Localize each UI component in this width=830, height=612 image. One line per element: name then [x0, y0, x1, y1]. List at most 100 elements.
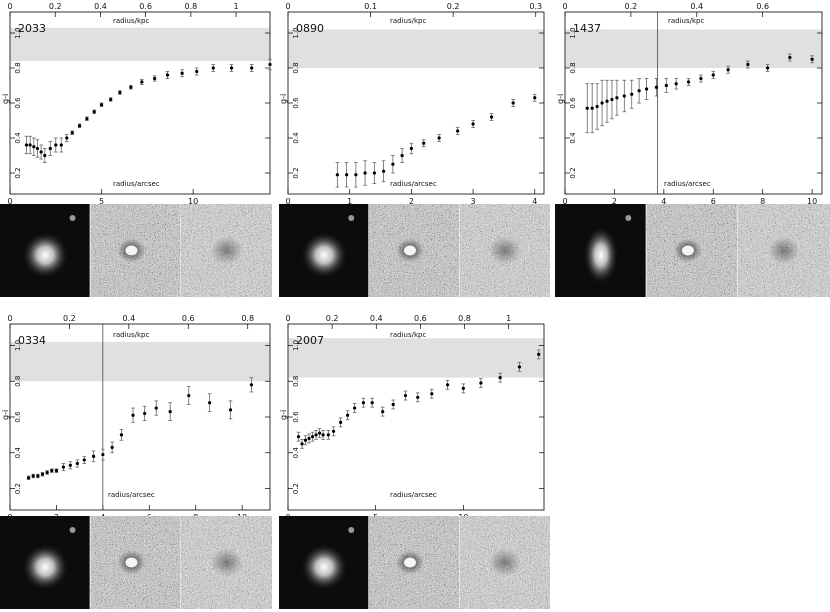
y-tick-label: 1.0 [292, 340, 300, 351]
data-point [92, 110, 96, 114]
x-axis-label: radius/arcsec [664, 180, 711, 188]
x-tick-label: 8 [760, 197, 765, 206]
data-point [65, 136, 69, 140]
data-point [48, 146, 52, 151]
panel-1437: 1437 radius/kpc radius/arcsec g-i 0 2 4 6 8 1… [556, 2, 823, 206]
x-tick-label: 5 [99, 197, 104, 206]
data-point [630, 92, 634, 96]
data-point [68, 463, 72, 467]
data-point [229, 66, 234, 70]
data-point [489, 115, 494, 119]
data-point [637, 89, 641, 93]
data-point [307, 436, 311, 441]
top-x-tick-label: 0.4 [122, 314, 135, 323]
data-point [43, 153, 47, 158]
data-point [143, 411, 147, 416]
data-point [686, 80, 691, 84]
data-point [228, 408, 233, 412]
y-axis-label: g-i [279, 94, 288, 104]
color-map-core [768, 236, 801, 265]
data-point [91, 454, 96, 458]
y-tick-label: 0.2 [569, 167, 577, 178]
data-point [165, 73, 170, 77]
galaxy-blob [300, 543, 349, 592]
residual-bright [681, 245, 694, 256]
top-x-tick-label: 0.6 [756, 2, 769, 11]
top-x-tick-label: 1 [234, 2, 239, 11]
data-point [118, 90, 122, 95]
top-x-tick-label: 0.2 [625, 2, 638, 11]
data-point [345, 173, 349, 177]
data-point [168, 410, 172, 414]
galaxy-id: 1437 [573, 22, 601, 35]
data-point [45, 470, 49, 475]
data-point [54, 469, 59, 473]
data-point [391, 402, 395, 407]
color-map-core [488, 548, 521, 577]
y-tick-label: 0.2 [292, 167, 300, 178]
color-map-core [210, 548, 243, 577]
y-tick-label: 1.0 [292, 27, 300, 38]
data-point [422, 141, 426, 145]
data-point [595, 104, 599, 109]
data-point [810, 57, 814, 61]
data-point [187, 393, 191, 398]
data-point [600, 101, 604, 105]
data-point [28, 143, 32, 147]
reference-band [10, 341, 270, 382]
data-point [346, 413, 350, 417]
y-tick-label: 0.4 [14, 447, 22, 459]
y-tick-label: 1.0 [569, 27, 577, 38]
star [69, 526, 76, 533]
top-x-tick-label: 0.6 [182, 314, 195, 323]
data-point [537, 352, 541, 357]
y-axis-label: g-i [1, 94, 10, 104]
color-map-core [488, 236, 521, 265]
data-point [50, 469, 54, 473]
top-x-tick-label: 0.8 [458, 314, 471, 323]
top-x-tick-label: 0.6 [139, 2, 152, 11]
data-point [70, 131, 74, 135]
data-point [250, 66, 254, 70]
data-point [461, 386, 465, 390]
data-point [370, 401, 374, 405]
y-axis-label: g-i [556, 94, 565, 104]
top-x-tick-label: 0.4 [370, 314, 383, 323]
galaxy-id: 2007 [296, 334, 324, 347]
data-point [310, 435, 315, 439]
data-point [77, 124, 82, 128]
top-x-tick-label: 0 [285, 314, 290, 323]
reference-band [10, 27, 270, 61]
data-point [437, 136, 441, 140]
y-tick-label: 1.0 [14, 27, 22, 38]
data-point [154, 406, 158, 410]
top-x-tick-label: 0.2 [447, 2, 460, 11]
x-tick-label: 0 [285, 197, 290, 206]
top-x-tick-label: 0.2 [63, 314, 76, 323]
panel-0890: 0890 radius/kpc radius/arcsec g-i 0 1 2 3 4 0… [279, 2, 545, 206]
data-point [585, 106, 589, 110]
top-x-tick-label: 0.1 [364, 2, 377, 11]
x-tick-label: 0 [7, 197, 12, 206]
data-point [331, 429, 336, 433]
data-point [317, 431, 322, 435]
top-x-tick-label: 0.8 [241, 314, 254, 323]
data-point [268, 62, 272, 67]
data-point [746, 62, 750, 67]
data-point [32, 145, 36, 149]
data-point [303, 438, 308, 442]
data-point [208, 401, 212, 405]
y-tick-label: 0.6 [14, 411, 22, 423]
data-point [664, 83, 668, 88]
data-point [61, 465, 65, 469]
y-tick-label: 0.2 [14, 483, 22, 494]
data-point [40, 472, 45, 476]
data-point [354, 173, 358, 177]
top-x-tick-label: 0.4 [690, 2, 703, 11]
x-tick-label: 6 [711, 197, 716, 206]
data-point [180, 71, 184, 75]
data-point [430, 392, 434, 396]
reference-band [288, 338, 544, 378]
data-point [59, 143, 63, 147]
